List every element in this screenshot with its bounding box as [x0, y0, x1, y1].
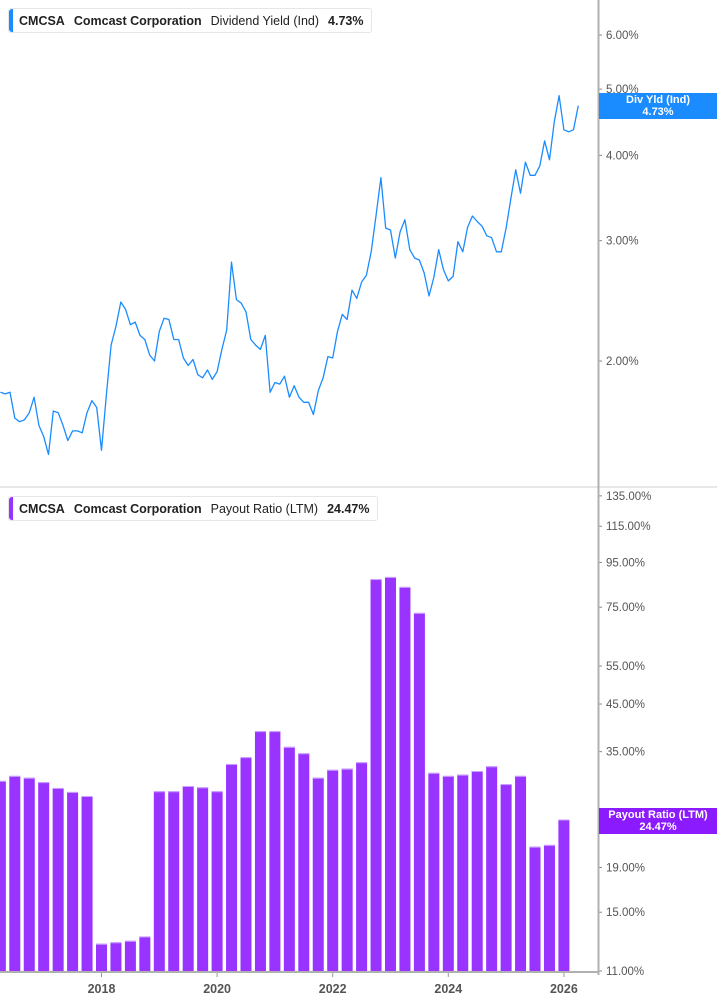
- y-tick-label: 35.00%: [606, 747, 645, 759]
- payout-bar: [269, 731, 281, 971]
- y-tick-label: 75.00%: [606, 602, 645, 614]
- y-tick-label: 11.00%: [606, 966, 644, 978]
- payout-bar: [96, 943, 107, 971]
- payout-bar: [442, 775, 454, 971]
- payout-ratio-panel: 135.00% 115.00% 95.00% 75.00% 55.00% 45.00% 35…: [0, 491, 651, 996]
- y-tick-label: 4.00%: [606, 150, 639, 162]
- payout-bar: [197, 787, 209, 971]
- payout-bar: [139, 936, 151, 971]
- payout-bar: [23, 777, 35, 971]
- payout-bar: [9, 775, 21, 971]
- payout-bar: [153, 791, 165, 971]
- payout-bar: [341, 768, 353, 971]
- payout-bar: [226, 763, 238, 971]
- payout-bar: [370, 579, 382, 971]
- dividend-yield-line: [0, 95, 579, 456]
- payout-bar: [471, 771, 483, 971]
- payout-callout-label: Payout Ratio (LTM): [608, 809, 708, 821]
- payout-bar: [413, 612, 425, 971]
- payout-bar: [81, 795, 93, 971]
- yield-callout-value: 4.73%: [642, 106, 674, 118]
- payout-legend: CMCSA Comcast Corporation Payout Ratio (…: [8, 496, 378, 521]
- legend-company: Comcast Corporation: [73, 13, 202, 28]
- y-tick-label: 19.00%: [606, 862, 645, 874]
- payout-bar: [211, 791, 223, 971]
- payout-bar: [312, 777, 324, 971]
- payout-bar: [543, 844, 555, 971]
- x-tick-label: 2020: [203, 982, 231, 996]
- yield-legend: CMCSA Comcast Corporation Dividend Yield…: [8, 8, 372, 33]
- payout-bar: [283, 746, 295, 971]
- payout-bar: [515, 775, 527, 971]
- x-tick-label: 2026: [550, 982, 578, 996]
- y-tick-label: 15.00%: [606, 907, 645, 919]
- payout-bar: [399, 586, 411, 971]
- payout-bar: [38, 782, 50, 971]
- payout-callout: Payout Ratio (LTM) 24.47%: [599, 808, 717, 834]
- y-tick-label: 2.00%: [606, 356, 639, 368]
- payout-bar: [52, 787, 64, 971]
- legend-metric: Dividend Yield (Ind): [210, 13, 320, 28]
- yield-legend-color: [9, 9, 13, 32]
- payout-bar: [500, 784, 512, 971]
- payout-bar: [124, 940, 136, 971]
- payout-bar: [254, 731, 266, 971]
- payout-bar: [486, 766, 498, 971]
- payout-bar: [298, 753, 310, 971]
- payout-legend-color: [9, 497, 13, 520]
- x-tick-label: 2022: [319, 982, 347, 996]
- payout-bar: [428, 772, 440, 971]
- payout-bar: [168, 791, 180, 971]
- y-tick-label: 6.00%: [606, 30, 639, 42]
- x-tick-label: 2024: [434, 982, 462, 996]
- y-tick-label: 135.00%: [606, 491, 651, 503]
- payout-bar: [0, 780, 6, 971]
- legend-company: Comcast Corporation: [73, 501, 202, 516]
- payout-bar: [110, 942, 122, 971]
- y-tick-label: 115.00%: [606, 521, 651, 533]
- payout-bar: [240, 757, 252, 971]
- payout-callout-value: 24.47%: [639, 821, 677, 833]
- payout-bar: [182, 785, 194, 971]
- legend-metric: Payout Ratio (LTM): [210, 501, 319, 516]
- legend-value: 4.73%: [328, 13, 364, 28]
- y-tick-label: 3.00%: [606, 236, 639, 248]
- payout-bar: [327, 769, 339, 971]
- legend-ticker: CMCSA: [19, 501, 65, 516]
- payout-bar: [385, 576, 396, 971]
- legend-ticker: CMCSA: [19, 13, 65, 28]
- dividend-yield-panel: 6.00%5.00%4.00%3.00%2.00%: [0, 30, 639, 456]
- payout-bar: [529, 846, 541, 971]
- legend-value: 24.47%: [327, 501, 370, 516]
- y-tick-label: 55.00%: [606, 661, 645, 673]
- yield-callout: Div Yld (Ind) 4.73%: [599, 93, 717, 119]
- payout-bar: [356, 762, 368, 971]
- y-tick-label: 45.00%: [606, 699, 645, 711]
- x-tick-label: 2018: [88, 982, 116, 996]
- payout-bar: [457, 774, 469, 971]
- payout-bar: [67, 791, 79, 971]
- yield-callout-label: Div Yld (Ind): [626, 94, 690, 106]
- y-tick-label: 95.00%: [606, 557, 645, 569]
- payout-bar: [558, 819, 570, 971]
